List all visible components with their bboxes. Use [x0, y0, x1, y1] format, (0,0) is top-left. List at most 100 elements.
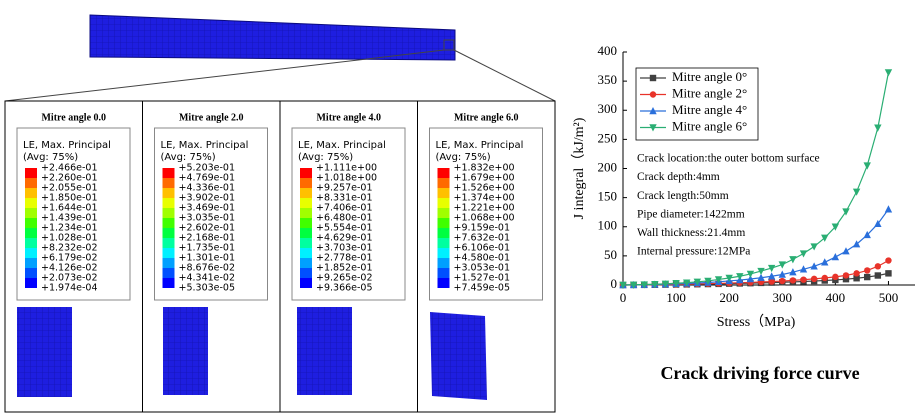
zoom-line	[454, 50, 555, 101]
legend-label: +7.459e-05	[454, 283, 511, 294]
y-tick-label: 300	[598, 101, 618, 116]
legend-marker	[650, 75, 656, 81]
legend-label: +1.974e-04	[41, 283, 98, 294]
marker	[885, 205, 892, 212]
y-tick-label: 400	[598, 43, 618, 58]
y-tick-label: 50	[604, 247, 617, 262]
color-band	[25, 208, 37, 218]
x-tick-label: 300	[773, 290, 793, 305]
marker	[821, 235, 828, 242]
color-band	[163, 228, 175, 238]
y-tick-label: 200	[598, 159, 618, 174]
color-band	[163, 278, 175, 288]
color-band	[438, 228, 450, 238]
legend-label: +9.366e-05	[316, 283, 373, 294]
marker	[811, 276, 817, 282]
x-tick-label: 500	[879, 290, 899, 305]
color-band	[300, 268, 312, 278]
color-band	[163, 188, 175, 198]
marker	[874, 125, 881, 132]
color-band	[25, 278, 37, 288]
color-band	[25, 198, 37, 208]
caption: Crack driving force curve	[660, 363, 859, 383]
y-tick-label: 350	[598, 72, 618, 87]
color-band	[25, 188, 37, 198]
color-band	[163, 198, 175, 208]
color-band	[25, 248, 37, 258]
x-axis-title: Stress（MPa)	[717, 314, 796, 330]
marker	[832, 274, 838, 280]
color-band	[438, 208, 450, 218]
marker	[864, 162, 871, 169]
legend-label: Mitre angle 6°	[672, 118, 747, 133]
color-band	[300, 248, 312, 258]
legend-avg: (Avg: 75%)	[161, 152, 216, 163]
fea-image	[297, 307, 352, 395]
legend-avg: (Avg: 75%)	[23, 152, 78, 163]
panel-title: Mitre angle 0.0	[41, 112, 106, 123]
y-axis-title: J integral（kJ/m²)	[571, 117, 587, 219]
x-tick-label: 100	[666, 290, 686, 305]
color-band	[438, 218, 450, 228]
fea-image	[430, 312, 487, 400]
legend-label: Mitre angle 0°	[672, 69, 747, 84]
legend-marker	[650, 91, 656, 97]
annotation: Internal pressure:12MPa	[637, 246, 750, 258]
color-band	[163, 218, 175, 228]
y-tick-label: 250	[598, 130, 618, 145]
color-band	[25, 168, 37, 178]
legend-avg: (Avg: 75%)	[436, 152, 491, 163]
color-band	[438, 268, 450, 278]
x-tick-label: 400	[826, 290, 846, 305]
marker	[864, 274, 870, 280]
pipe-model	[90, 15, 455, 60]
color-band	[25, 218, 37, 228]
color-band	[438, 178, 450, 188]
panel-title: Mitre angle 6.0	[454, 112, 519, 123]
y-tick-label: 0	[611, 276, 618, 291]
color-band	[438, 278, 450, 288]
legend-title: LE, Max. Principal	[298, 140, 386, 151]
color-band	[300, 258, 312, 268]
fea-image	[17, 307, 72, 397]
color-band	[25, 268, 37, 278]
legend-label: Mitre angle 2°	[672, 85, 747, 100]
legend-title: LE, Max. Principal	[161, 140, 249, 151]
marker	[864, 267, 870, 273]
color-band	[438, 168, 450, 178]
color-band	[25, 238, 37, 248]
annotation: Crack location:the outer bottom surface	[637, 153, 820, 165]
marker	[853, 189, 860, 196]
annotation: Crack depth:4mm	[637, 171, 720, 183]
marker	[832, 253, 839, 260]
annotation: Crack length:50mm	[637, 190, 729, 202]
marker	[842, 247, 849, 254]
marker	[843, 272, 849, 278]
panel-title: Mitre angle 2.0	[179, 112, 244, 123]
color-band	[163, 208, 175, 218]
marker	[853, 270, 859, 276]
color-band	[300, 198, 312, 208]
color-band	[163, 248, 175, 258]
marker	[885, 257, 891, 263]
marker	[875, 263, 881, 269]
color-band	[25, 228, 37, 238]
x-tick-label: 0	[620, 290, 627, 305]
color-band	[300, 168, 312, 178]
color-band	[163, 168, 175, 178]
color-band	[25, 258, 37, 268]
legend-label: Mitre angle 4°	[672, 102, 747, 117]
legend-title: LE, Max. Principal	[23, 140, 111, 151]
y-tick-label: 100	[598, 218, 618, 233]
color-band	[25, 178, 37, 188]
legend-label: +5.303e-05	[179, 283, 236, 294]
figure: Mitre angle 0.0LE, Max. Principal(Avg: 7…	[0, 0, 917, 417]
color-band	[438, 238, 450, 248]
color-band	[300, 188, 312, 198]
marker	[789, 256, 796, 263]
color-band	[163, 268, 175, 278]
color-band	[438, 258, 450, 268]
marker	[810, 243, 817, 250]
fea-image	[163, 307, 208, 395]
